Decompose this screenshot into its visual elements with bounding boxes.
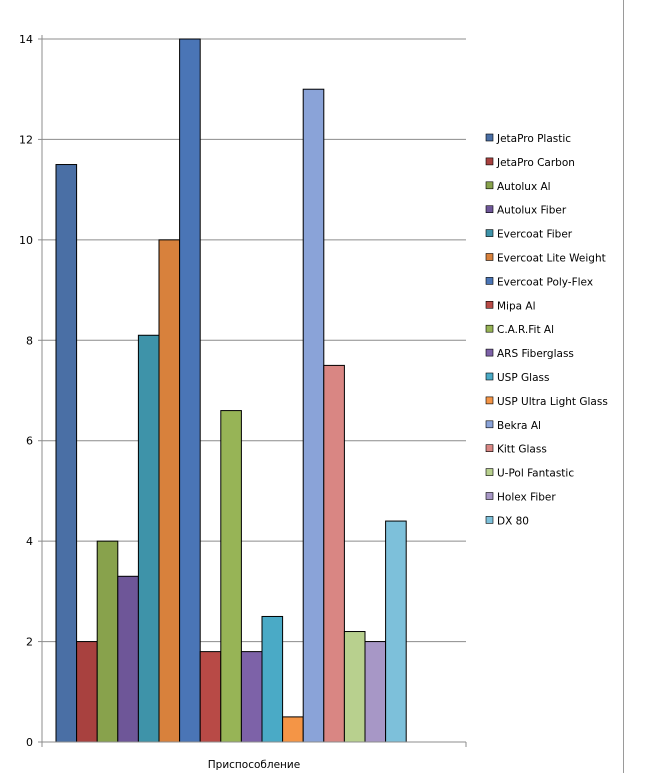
y-tick-label: 8 [26, 334, 33, 347]
bar-c-a-r-fit-al [220, 410, 242, 743]
legend-label: Mipa Al [497, 300, 536, 312]
legend-label: Evercoat Fiber [497, 229, 573, 241]
y-tick-label: 2 [26, 636, 33, 649]
bar-dx-80 [385, 520, 407, 743]
bar-autolux-fiber [117, 575, 139, 743]
bar-u-pol-fantastic [343, 631, 366, 743]
chart-frame: 0 2 4 6 8 10 12 14 Приспособление JetaPro Plasti… [19, 0, 624, 773]
legend-swatch [485, 324, 494, 333]
bar-kitt-glass [323, 364, 345, 743]
legend-label: JetaPro Plastic [496, 133, 571, 145]
legend-label: USP Ultra Light Glass [497, 396, 608, 408]
legend-swatch [485, 492, 494, 500]
bar-evercoat-lite-weight [158, 239, 181, 743]
y-tick-label: 12 [19, 133, 33, 146]
legend-label: ARS Fiberglass [497, 348, 574, 360]
legend-swatch [485, 468, 494, 476]
legend-swatch [485, 277, 494, 285]
bars [55, 38, 407, 743]
legend-label: Holex Fiber [497, 492, 556, 504]
axes: 0 2 4 6 8 10 12 14 Приспособление [19, 33, 467, 771]
legend-swatch [485, 229, 494, 237]
legend-label: USP Glass [497, 372, 549, 384]
y-tick-label: 0 [26, 736, 33, 749]
legend-label: Evercoat Lite Weight [497, 253, 606, 265]
legend-swatch [485, 205, 494, 213]
legend-label: Autolux Al [497, 181, 551, 193]
y-tick-label: 10 [19, 234, 33, 247]
legend-swatch [485, 253, 494, 261]
legend-swatch [485, 157, 494, 166]
legend-label: Kitt Glass [497, 444, 547, 456]
bar-mipa-al [199, 651, 222, 743]
legend-label: Autolux Fiber [497, 205, 567, 217]
bar-jetapro-plastic [55, 164, 78, 743]
legend-swatch [485, 348, 494, 357]
legend-swatch [485, 372, 494, 381]
legend-swatch [485, 396, 494, 405]
x-category-label: Приспособление [208, 759, 300, 771]
legend-swatch [485, 420, 494, 429]
legend-label: Bekra Al [497, 420, 541, 432]
y-tick-label: 4 [26, 535, 33, 548]
bar-holex-fiber [364, 641, 387, 743]
bar-evercoat-fiber [137, 334, 160, 743]
y-tick-label: 6 [26, 435, 33, 448]
legend-swatch [485, 300, 494, 309]
bar-bekra-al [302, 88, 325, 743]
legend-label: Evercoat Poly-Flex [497, 276, 593, 288]
legend-swatch [485, 133, 494, 142]
legend-label: C.A.R.Fit Al [497, 324, 554, 336]
bar-usp-ultra-light-glass [282, 716, 304, 743]
legend-label: U-Pol Fantastic [497, 468, 574, 480]
legend: JetaPro Plastic JetaPro Carbon Autolux Al A… [485, 133, 608, 527]
bar-autolux-al [96, 540, 119, 743]
bar-evercoat-poly-flex [179, 38, 201, 743]
bar-ars-fiberglass [240, 651, 263, 743]
legend-label: DX 80 [497, 515, 529, 527]
bar-jetapro-carbon [76, 641, 98, 743]
legend-swatch [485, 516, 494, 524]
legend-swatch [485, 444, 494, 453]
bar-usp-glass [261, 615, 284, 743]
legend-swatch [485, 181, 494, 190]
legend-label: JetaPro Carbon [496, 157, 575, 169]
y-tick-label: 14 [19, 33, 33, 46]
